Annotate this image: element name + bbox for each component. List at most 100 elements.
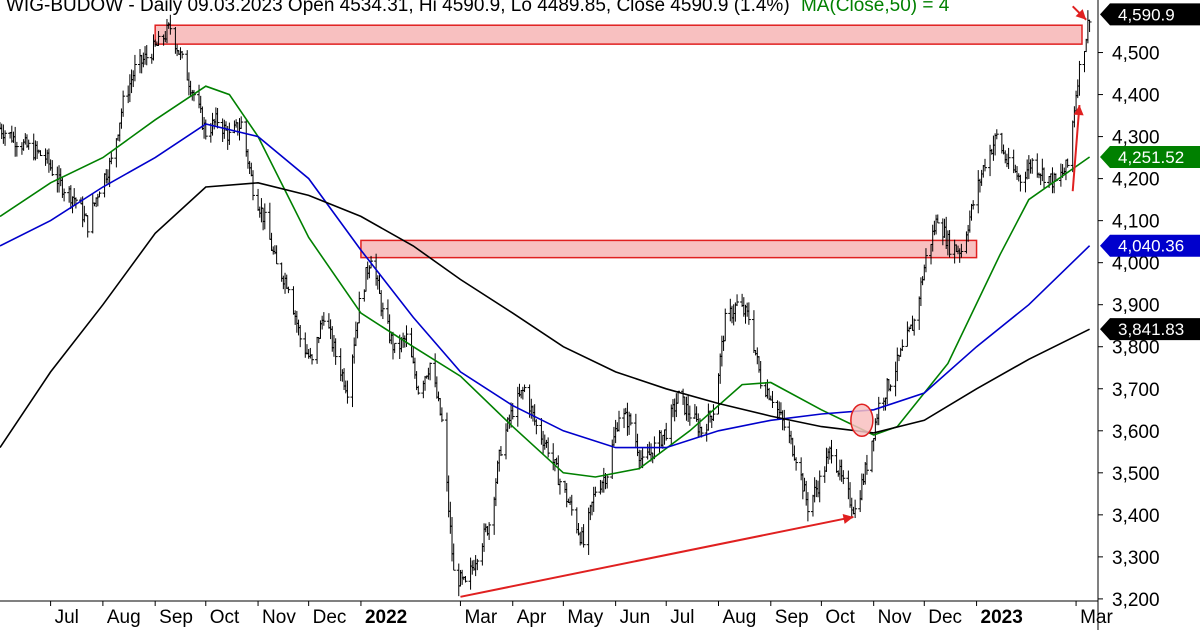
price-bar [876, 396, 881, 426]
price-bar [156, 30, 161, 46]
price-bar [546, 437, 551, 458]
x-tick-label: 2022 [365, 607, 407, 628]
price-tag: 4,040.36 [1100, 234, 1200, 257]
x-tick-label: Aug [107, 607, 141, 628]
x-axis-ticks: Jul Aug Sep Oct Nov Dec 2022 Mar Apr May Jun Jul Aug… [50, 601, 1113, 628]
trend-arrow-3 [1071, 5, 1087, 21]
price-bar [475, 558, 480, 571]
price-bar [132, 54, 137, 82]
price-bar [310, 354, 315, 365]
price-bar [50, 160, 55, 177]
resistance-zone-1 [154, 24, 1083, 45]
x-tick-label: Mar [1080, 607, 1113, 628]
price-bar [380, 302, 385, 320]
trend-arrow-1 [460, 514, 854, 598]
price-bar [735, 294, 740, 307]
price-bar [428, 362, 433, 381]
y-tick-label: 4,100 [1112, 212, 1160, 233]
price-bar [593, 486, 598, 497]
price-tag-label: 4,590.9 [1118, 5, 1175, 24]
price-bar [758, 360, 763, 389]
price-bar [935, 214, 940, 224]
y-axis-ticks: 3,200 3,300 3,400 3,500 3,600 3,700 3,800 3,900… [1098, 44, 1160, 611]
price-bar [203, 119, 208, 140]
chart-title-main: WIG-BUDOW - Daily 09.03.2023 Open 4534.3… [6, 0, 790, 16]
price-bar [628, 413, 633, 426]
price-bar [62, 188, 67, 202]
crossover-circle-marker [850, 403, 874, 438]
x-tick-label: Dec [313, 607, 347, 628]
x-tick-label: Jul [55, 607, 79, 628]
moving-averages [0, 85, 1091, 478]
price-bar [829, 439, 834, 464]
y-tick-label: 4,000 [1112, 254, 1160, 275]
y-tick-label: 3,800 [1112, 338, 1160, 359]
price-bar [345, 380, 350, 404]
price-bar [487, 522, 492, 540]
price-bar [1018, 174, 1023, 192]
x-tick-label: Apr [517, 607, 547, 628]
price-bar [723, 308, 728, 342]
price-bar [286, 286, 291, 294]
price-bar [250, 170, 255, 201]
price-bar [676, 390, 681, 404]
moving-average-line-2 [0, 123, 1091, 449]
moving-average-line-3 [0, 181, 1090, 449]
price-bar [1077, 60, 1082, 96]
price-bar [1065, 158, 1070, 168]
price-tag: 4,251.52 [1100, 145, 1200, 168]
price-bar [782, 409, 787, 431]
x-tick-label: Nov [262, 607, 296, 628]
price-bar [14, 141, 19, 157]
price-bar [1042, 167, 1047, 189]
y-tick-label: 3,700 [1112, 380, 1160, 401]
price-bar [321, 312, 326, 326]
price-bar [522, 384, 527, 393]
price-bar [404, 325, 409, 347]
price-bar [451, 543, 456, 571]
price-bar [557, 478, 562, 495]
price-tag-label: 4,040.36 [1118, 237, 1184, 256]
trend-arrow-2 [1071, 104, 1084, 192]
price-bar [26, 139, 31, 150]
x-tick-label: Jul [670, 607, 694, 628]
chart-title-ma: MA(Close,50) = 4 [801, 0, 950, 16]
price-bar [746, 302, 751, 325]
price-bar [900, 339, 905, 351]
annotations [460, 5, 1087, 598]
price-bar [274, 245, 279, 265]
price-bar [97, 191, 102, 198]
chart-title: WIG-BUDOW - Daily 09.03.2023 Open 4534.3… [6, 0, 950, 16]
x-tick-label: Oct [825, 607, 855, 628]
y-tick-label: 3,900 [1112, 296, 1160, 317]
x-tick-label: Dec [928, 607, 962, 628]
price-bar [994, 129, 999, 140]
price-bar [770, 390, 775, 408]
price-bar [85, 215, 90, 238]
price-bar [239, 116, 244, 129]
price-bar [1006, 147, 1011, 169]
price-tag-label: 3,841.83 [1118, 320, 1184, 339]
price-bar [605, 475, 610, 489]
price-bars [0, 10, 1092, 597]
price-bar [805, 492, 810, 522]
x-tick-label: Aug [723, 607, 757, 628]
x-tick-label: Sep [775, 607, 809, 628]
price-bar [227, 122, 232, 145]
price-bar [853, 499, 858, 519]
price-bar [38, 150, 43, 157]
price-bar [416, 385, 421, 395]
resistance-zones [154, 24, 1083, 259]
price-tag-label: 4,251.52 [1118, 148, 1184, 167]
y-tick-label: 4,300 [1112, 128, 1160, 149]
price-bar [180, 50, 185, 59]
price-bar [569, 494, 574, 516]
price-tag: 4,590.9 [1100, 3, 1200, 26]
price-bar [616, 410, 621, 432]
price-bar [215, 107, 220, 129]
price-bar [1087, 19, 1092, 33]
price-tag: 3,841.83 [1100, 318, 1200, 341]
price-bar [817, 470, 822, 503]
